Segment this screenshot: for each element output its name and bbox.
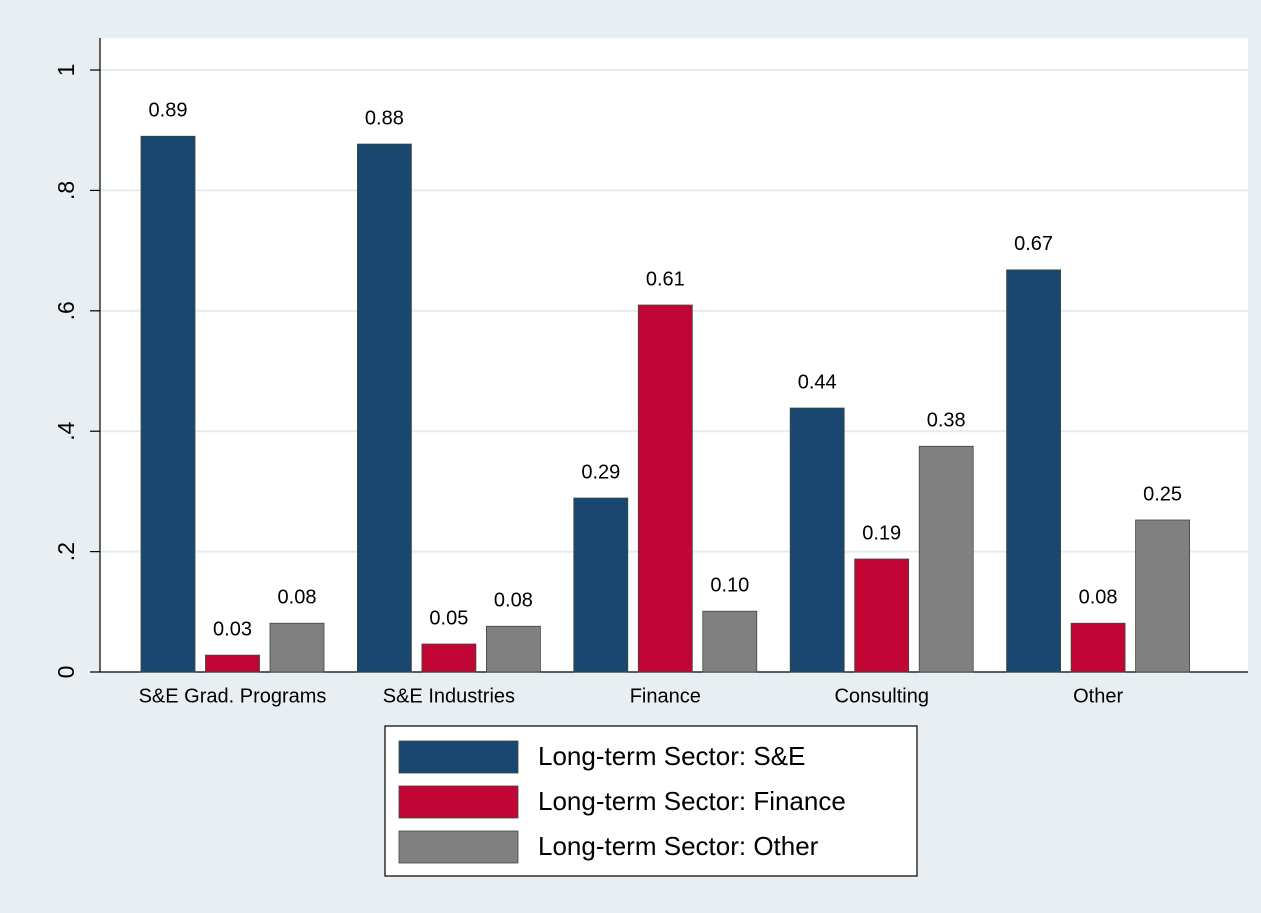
value-label: 0.67 [1014, 233, 1053, 255]
value-label: 0.88 [365, 107, 404, 129]
legend-label: Long-term Sector: S&E [538, 741, 805, 771]
bar [205, 654, 260, 673]
bar [1070, 622, 1126, 673]
value-label: 0.89 [149, 100, 188, 122]
legend-label: Long-term Sector: Other [538, 831, 819, 861]
y-tick-label: .4 [53, 421, 79, 440]
x-tick-label: Other [1073, 685, 1123, 707]
bar [637, 304, 693, 673]
value-label: 0.19 [862, 522, 901, 544]
bar [140, 135, 196, 673]
legend-swatch [398, 785, 519, 819]
bar [269, 622, 325, 673]
value-label: 0.38 [927, 410, 966, 432]
value-label: 0.25 [1143, 483, 1182, 505]
y-tick-label: .6 [53, 301, 79, 320]
value-label: 0.08 [494, 590, 533, 612]
x-tick-label: S&E Grad. Programs [139, 685, 327, 707]
bar [789, 407, 845, 673]
value-label: 0.44 [798, 371, 837, 393]
bar [702, 610, 758, 673]
value-label: 0.05 [429, 607, 468, 629]
bar [573, 497, 629, 673]
value-label: 0.03 [213, 618, 252, 640]
y-tick-label: 1 [53, 64, 79, 77]
bar [421, 643, 477, 673]
legend-label: Long-term Sector: Finance [538, 786, 846, 816]
legend-swatch [398, 830, 519, 864]
bar [485, 625, 541, 673]
y-tick-label: 0 [53, 666, 79, 679]
value-label: 0.08 [1079, 587, 1118, 609]
bar [918, 445, 974, 673]
x-tick-label: Consulting [834, 685, 929, 707]
y-tick-label: .2 [53, 542, 79, 561]
bar [1006, 269, 1061, 673]
value-label: 0.61 [646, 268, 685, 290]
bar [356, 143, 412, 673]
bar [854, 558, 910, 673]
x-tick-label: S&E Industries [383, 685, 515, 707]
value-label: 0.10 [710, 574, 749, 596]
y-tick-label: .8 [53, 181, 79, 200]
x-tick-label: Finance [630, 685, 701, 707]
value-label: 0.29 [581, 461, 620, 483]
bar [1135, 519, 1190, 673]
legend-swatch [398, 740, 519, 774]
value-label: 0.08 [278, 587, 317, 609]
